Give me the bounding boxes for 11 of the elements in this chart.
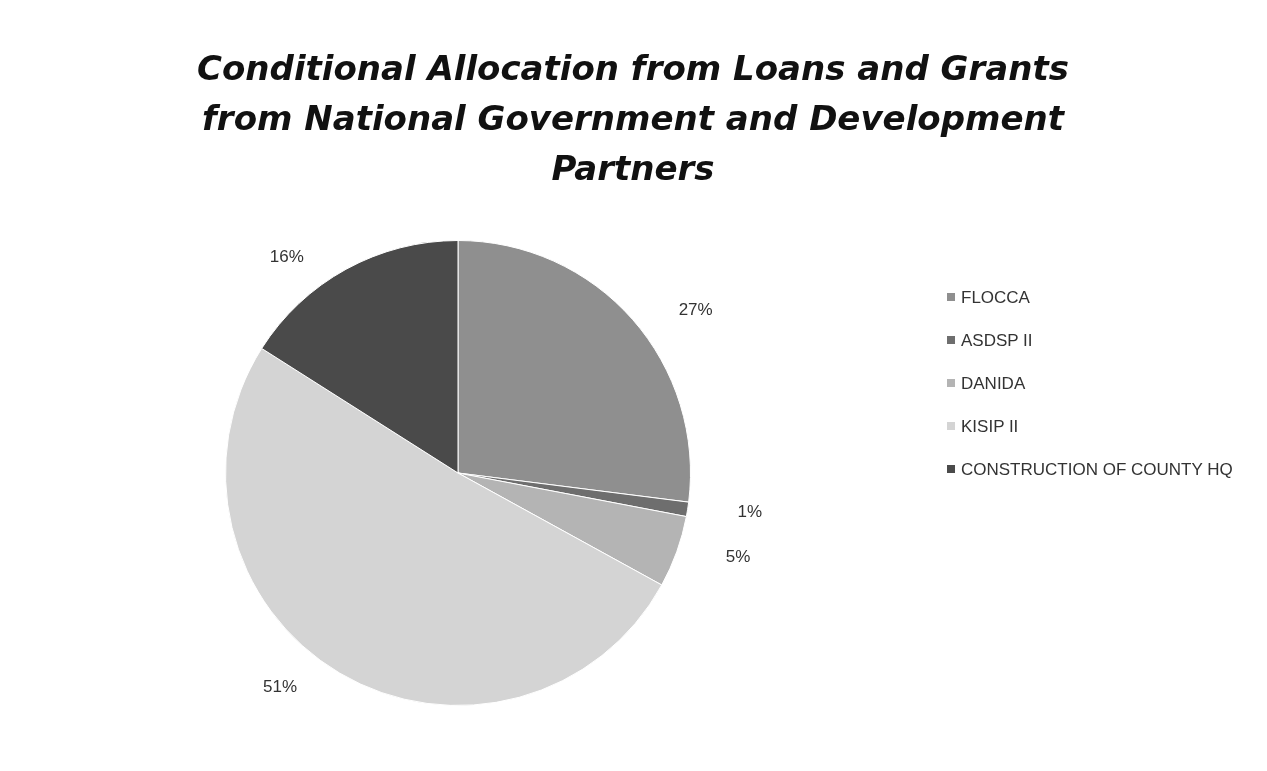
legend-label: DANIDA	[961, 373, 1026, 393]
data-label: 5%	[725, 547, 751, 567]
legend-label: KISIP II	[961, 416, 1019, 436]
data-label: 1%	[737, 502, 763, 522]
data-label: 27%	[678, 299, 713, 319]
legend-label: CONSTRUCTION OF COUNTY HQ	[961, 459, 1233, 479]
data-label: 51%	[262, 676, 298, 696]
chart-title: Conditional Allocation from Loans and Grants from National Government and Development Partners	[197, 48, 1069, 188]
legend-label: ASDSP II	[961, 330, 1033, 350]
legend-label: FLOCCA	[961, 287, 1031, 307]
data-label: 16%	[269, 246, 304, 266]
